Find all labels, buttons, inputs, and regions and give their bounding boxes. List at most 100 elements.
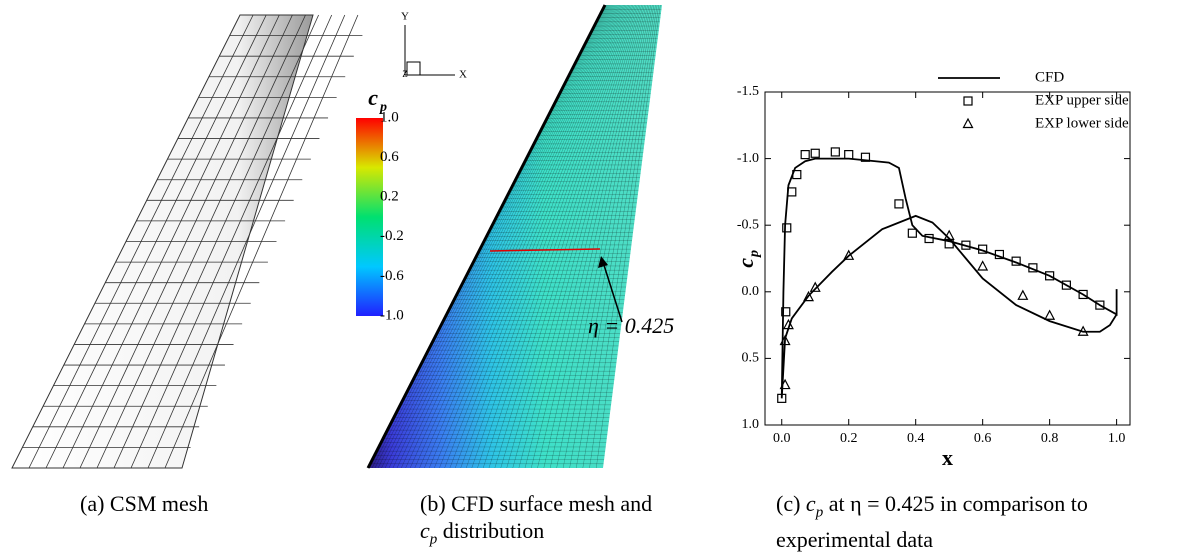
mesh-line — [506, 4, 639, 469]
marker-square — [787, 187, 797, 197]
mesh-line — [434, 4, 622, 469]
legend-label: EXP lower side — [1035, 115, 1129, 131]
colorbar-tick-label: -0.6 — [380, 268, 404, 284]
colorbar-tick-label: 0.6 — [380, 149, 399, 165]
marker-triangle — [803, 290, 815, 302]
mesh-line — [414, 4, 617, 469]
mesh-line — [405, 4, 615, 469]
marker-square — [800, 150, 810, 160]
mesh-line — [455, 4, 627, 469]
y-axis-label: cp — [733, 250, 762, 268]
marker-square — [961, 240, 971, 250]
colorbar-tick-label: 1.0 — [380, 109, 399, 125]
mesh-line — [147, 14, 346, 469]
caption-text: at η = 0.425 in comparison to experiment… — [776, 491, 1088, 553]
marker-square — [1095, 300, 1105, 310]
mesh-line — [79, 14, 293, 469]
mesh-line — [562, 4, 653, 469]
caption: (a) CSM mesh — [80, 490, 208, 517]
marker-square — [782, 223, 792, 233]
mesh-line — [28, 14, 254, 469]
mesh-line — [465, 4, 630, 469]
mesh-line — [409, 4, 616, 469]
mesh-line — [439, 4, 623, 469]
mesh-line — [96, 14, 306, 469]
mesh-line — [556, 4, 651, 469]
triad-box — [406, 61, 421, 76]
cp-chart: -1.5 -1.0 -0.5 0.0 0.5 1.0 0.0 0.2 0.4 0.6 0.8 1.0 x… — [733, 69, 1131, 470]
marker-square — [1028, 263, 1038, 273]
mesh-line — [595, 4, 661, 469]
marker-square — [844, 150, 854, 160]
triad-label: Z — [402, 69, 408, 79]
leading-edge — [366, 4, 607, 469]
caption-text: distribution — [442, 518, 545, 543]
triad-label: X — [459, 69, 467, 81]
mesh-line — [62, 14, 280, 469]
caption-symbol: c — [420, 518, 430, 543]
mesh-line — [424, 4, 619, 469]
marker-square — [1045, 271, 1055, 281]
mesh-line — [419, 4, 618, 469]
y-tick-label: 0.0 — [742, 284, 760, 299]
mesh-line — [113, 14, 319, 469]
y-tick-label: 0.5 — [742, 351, 760, 366]
y-axis-label-sub: p — [747, 250, 762, 258]
marker-square — [830, 147, 840, 157]
mesh-line — [477, 4, 632, 469]
colorbar-tick-label: -0.2 — [380, 228, 404, 244]
caption: (c) cp at η = 0.425 in comparison to exp… — [776, 490, 1191, 553]
x-tick-label: 0.8 — [1041, 431, 1059, 446]
mesh-line — [388, 4, 611, 469]
csm-mesh — [11, 14, 363, 469]
marker-square — [963, 96, 973, 106]
cfd-mesh: η = 0.425 c p Y X Z 1.0 0.6 0.2 -0.2 -0.6 -1.… — [356, 4, 674, 469]
mesh-line — [575, 4, 656, 469]
mesh-line — [45, 14, 267, 469]
caption: (b) CFD surface mesh and cp distribution — [420, 490, 720, 553]
marker-square — [894, 199, 904, 209]
mesh-line — [500, 4, 638, 469]
marker-triangle — [977, 260, 989, 271]
mesh-line — [549, 4, 650, 469]
marker-square — [1061, 280, 1071, 290]
mesh-line — [444, 4, 624, 469]
marker-triangle — [962, 117, 974, 129]
mesh-line — [381, 4, 609, 469]
caption-symbol: c — [805, 491, 816, 516]
marker-triangle — [809, 281, 821, 292]
plot-frame — [764, 91, 1131, 426]
colorbar-title-sub: p — [379, 100, 387, 115]
mesh-line — [494, 4, 637, 469]
marker-square — [781, 307, 791, 317]
mesh-line — [392, 4, 612, 469]
mesh-line — [488, 4, 635, 469]
mesh-line — [164, 14, 359, 469]
y-tick-label: -1.5 — [737, 84, 759, 99]
caption-subscript: p — [429, 531, 438, 548]
caption-text: (b) CFD surface mesh and — [420, 491, 653, 516]
caption-text: (a) CSM mesh — [80, 491, 209, 516]
mesh-line — [377, 4, 608, 469]
y-axis-label-main: c — [733, 258, 758, 268]
marker-square — [924, 233, 934, 244]
arrow — [602, 261, 623, 323]
marker-square — [777, 393, 787, 403]
marker-triangle — [843, 249, 855, 260]
legend-label: EXP upper side — [1035, 92, 1129, 108]
mesh-line — [512, 4, 641, 469]
y-tick-label: -1.0 — [737, 151, 759, 166]
marker-square — [1078, 289, 1088, 300]
x-tick-label: 0.0 — [773, 431, 791, 446]
arrow-head — [598, 256, 608, 268]
mesh-line — [471, 4, 631, 469]
x-tick-label: 0.4 — [907, 431, 925, 446]
mesh-line — [543, 4, 648, 469]
mesh-line — [130, 14, 333, 469]
wing-cp — [368, 5, 662, 468]
y-tick-label: 1.0 — [742, 417, 760, 432]
marker-triangle — [779, 378, 791, 390]
colorbar-tick-label: -1.0 — [380, 307, 404, 323]
mesh-line — [429, 4, 621, 469]
